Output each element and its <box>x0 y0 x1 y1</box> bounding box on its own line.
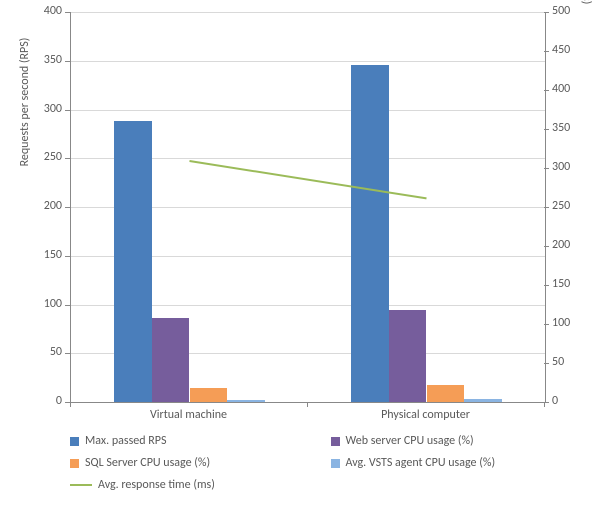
legend-swatch <box>331 459 340 468</box>
legend-label: SQL Server CPU usage (%) <box>85 456 210 470</box>
x-tick-mark <box>307 402 308 407</box>
right-tick-mark <box>544 90 549 91</box>
right-axis-title: Milliseconds (ms) <box>579 0 593 157</box>
left-tick-label: 100 <box>22 298 62 310</box>
right-tick-mark <box>544 51 549 52</box>
right-tick-mark <box>544 246 549 247</box>
legend: Max. passed RPS Web server CPU usage (%) S… <box>70 430 591 496</box>
legend-line-swatch <box>70 484 92 486</box>
right-tick-label: 50 <box>552 356 592 368</box>
right-tick-mark <box>544 285 549 286</box>
legend-item: Web server CPU usage (%) <box>331 430 592 452</box>
legend-item: Max. passed RPS <box>70 430 331 452</box>
legend-label: Web server CPU usage (%) <box>346 434 474 448</box>
legend-item: Avg. VSTS agent CPU usage (%) <box>331 452 592 474</box>
left-tick-mark <box>65 256 70 257</box>
left-axis-title: Requests per second (RPS) <box>18 0 32 297</box>
x-tick-mark <box>70 402 71 407</box>
right-tick-label: 250 <box>552 200 592 212</box>
left-tick-label: 50 <box>22 346 62 358</box>
right-tick-mark <box>544 168 549 169</box>
right-tick-label: 100 <box>552 317 592 329</box>
right-tick-mark <box>544 324 549 325</box>
category-label: Virtual machine <box>119 408 259 422</box>
legend-label: Avg. response time (ms) <box>98 478 215 492</box>
legend-label: Avg. VSTS agent CPU usage (%) <box>346 456 496 470</box>
legend-item: SQL Server CPU usage (%) <box>70 452 331 474</box>
right-tick-mark <box>544 363 549 364</box>
legend-swatch <box>70 459 79 468</box>
left-tick-mark <box>65 61 70 62</box>
left-tick-mark <box>65 353 70 354</box>
chart-container: 050100150200250300350400 050100150200250… <box>0 0 601 506</box>
plot-area <box>70 12 546 403</box>
right-tick-label: 200 <box>552 239 592 251</box>
right-tick-mark <box>544 12 549 13</box>
left-tick-mark <box>65 207 70 208</box>
x-tick-mark <box>544 402 545 407</box>
line-series <box>190 161 427 198</box>
line-layer <box>71 12 545 402</box>
category-label: Physical computer <box>356 408 496 422</box>
left-tick-mark <box>65 305 70 306</box>
legend-swatch <box>70 437 79 446</box>
right-tick-label: 0 <box>552 395 592 407</box>
right-tick-mark <box>544 129 549 130</box>
right-tick-label: 300 <box>552 161 592 173</box>
left-tick-label: 0 <box>22 395 62 407</box>
left-tick-mark <box>65 158 70 159</box>
right-tick-mark <box>544 207 549 208</box>
legend-swatch <box>331 437 340 446</box>
legend-label: Max. passed RPS <box>85 434 167 448</box>
legend-item: Avg. response time (ms) <box>70 474 331 496</box>
left-tick-mark <box>65 12 70 13</box>
right-tick-label: 150 <box>552 278 592 290</box>
left-tick-mark <box>65 110 70 111</box>
